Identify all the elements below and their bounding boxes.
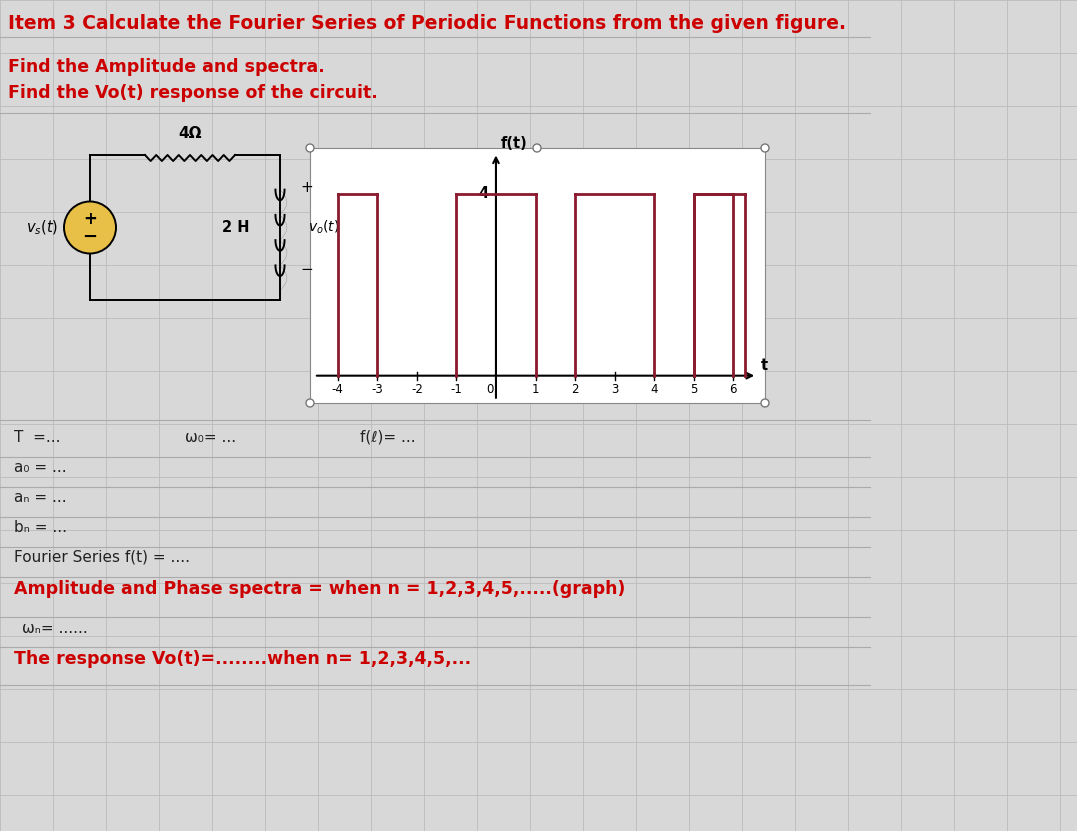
Text: Item 3 Calculate the Fourier Series of Periodic Functions from the given figure.: Item 3 Calculate the Fourier Series of P… xyxy=(8,14,847,33)
Text: Amplitude and Phase spectra = when n = 1,2,3,4,5,.....(graph): Amplitude and Phase spectra = when n = 1… xyxy=(14,580,626,598)
Circle shape xyxy=(533,144,541,152)
Circle shape xyxy=(761,399,769,407)
Text: -1: -1 xyxy=(450,383,462,396)
Text: +: + xyxy=(83,209,97,228)
Text: 2: 2 xyxy=(571,383,578,396)
Text: 5: 5 xyxy=(690,383,698,396)
Text: ωₙ= ......: ωₙ= ...... xyxy=(22,621,87,636)
Text: Fourier Series f(t) = ....: Fourier Series f(t) = .... xyxy=(14,550,190,565)
Text: 4: 4 xyxy=(651,383,658,396)
Text: 6: 6 xyxy=(729,383,737,396)
Text: The response Vo(t)=........when n= 1,2,3,4,5,...: The response Vo(t)=........when n= 1,2,3… xyxy=(14,650,471,668)
Text: -3: -3 xyxy=(372,383,383,396)
Bar xyxy=(310,148,765,403)
Text: −: − xyxy=(300,263,312,278)
Text: 2 H: 2 H xyxy=(223,220,250,235)
Text: +: + xyxy=(300,179,312,194)
Text: 0: 0 xyxy=(487,383,493,396)
Text: −: − xyxy=(83,228,98,245)
Text: bₙ = ...: bₙ = ... xyxy=(14,520,67,535)
Circle shape xyxy=(306,399,314,407)
Text: $v_s(t)$: $v_s(t)$ xyxy=(26,219,58,237)
Text: 1: 1 xyxy=(532,383,540,396)
Circle shape xyxy=(306,144,314,152)
Text: t: t xyxy=(761,357,768,372)
Text: -2: -2 xyxy=(411,383,423,396)
Text: f(ℓ)= ...: f(ℓ)= ... xyxy=(360,430,416,445)
Text: 3: 3 xyxy=(611,383,618,396)
Text: a₀ = ...: a₀ = ... xyxy=(14,460,67,475)
Circle shape xyxy=(64,201,116,253)
Text: Find the Amplitude and spectra.: Find the Amplitude and spectra. xyxy=(8,58,325,76)
Text: aₙ = ...: aₙ = ... xyxy=(14,490,67,505)
Text: f(t): f(t) xyxy=(501,135,528,150)
Text: 4: 4 xyxy=(479,186,489,201)
Text: -4: -4 xyxy=(332,383,344,396)
Circle shape xyxy=(761,144,769,152)
Text: $v_o(t)$: $v_o(t)$ xyxy=(308,219,339,236)
Text: T  =...: T =... xyxy=(14,430,60,445)
Text: ω₀= ...: ω₀= ... xyxy=(185,430,236,445)
Text: 4Ω: 4Ω xyxy=(179,126,201,141)
Text: Find the Vo(t) response of the circuit.: Find the Vo(t) response of the circuit. xyxy=(8,84,378,102)
